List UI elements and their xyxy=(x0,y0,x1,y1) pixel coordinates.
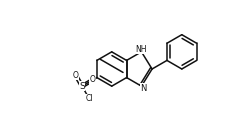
Text: S: S xyxy=(79,82,85,91)
Text: O: O xyxy=(73,71,79,80)
Text: NH: NH xyxy=(135,45,147,54)
Text: Cl: Cl xyxy=(85,94,93,103)
Text: O: O xyxy=(90,75,96,84)
Text: N: N xyxy=(140,84,147,93)
